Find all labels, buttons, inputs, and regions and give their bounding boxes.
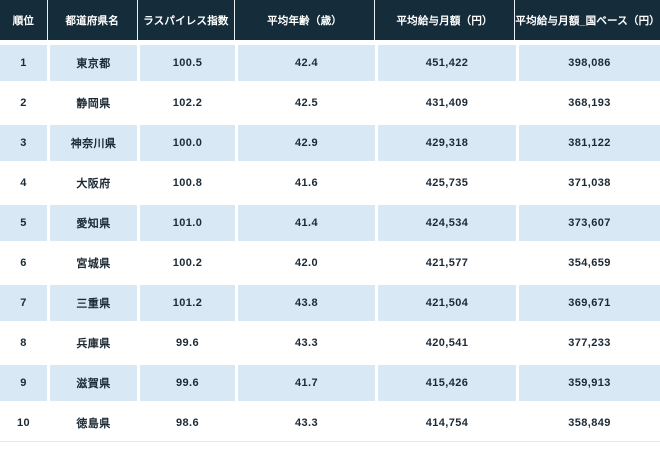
cell-average-monthly-salary-national-base: 368,193 <box>516 85 660 121</box>
column-header-average-monthly-salary: 平均給与月額（円） <box>373 0 515 40</box>
table-row: 10 徳島県 98.6 43.3 414,754 358,849 <box>0 405 660 441</box>
cell-average-monthly-salary-national-base: 381,122 <box>516 125 660 161</box>
cell-laspeyres-index: 98.6 <box>137 405 235 441</box>
cell-average-monthly-salary: 415,426 <box>375 365 516 401</box>
cell-average-age: 41.6 <box>235 165 375 201</box>
cell-average-monthly-salary: 431,409 <box>375 85 516 121</box>
cell-average-age: 41.4 <box>235 205 375 241</box>
cell-laspeyres-index: 100.5 <box>137 45 235 81</box>
cell-rank: 4 <box>0 165 47 201</box>
table-row: 1 東京都 100.5 42.4 451,422 398,086 <box>0 45 660 81</box>
cell-prefecture: 静岡県 <box>47 85 137 121</box>
table-row: 9 滋賀県 99.6 41.7 415,426 359,913 <box>0 365 660 401</box>
cell-laspeyres-index: 102.2 <box>137 85 235 121</box>
table-row: 5 愛知県 101.0 41.4 424,534 373,607 <box>0 205 660 241</box>
column-header-prefecture: 都道府県名 <box>46 0 137 40</box>
cell-average-monthly-salary: 420,541 <box>375 325 516 361</box>
cell-rank: 9 <box>0 365 47 401</box>
cell-rank: 2 <box>0 85 47 121</box>
column-header-laspeyres-index: ラスパイレス指数 <box>136 0 235 40</box>
cell-average-age: 42.5 <box>235 85 375 121</box>
cell-rank: 7 <box>0 285 47 321</box>
cell-laspeyres-index: 99.6 <box>137 365 235 401</box>
cell-average-monthly-salary-national-base: 359,913 <box>516 365 660 401</box>
column-header-average-monthly-salary-national-base: 平均給与月額_国ベース（円） <box>514 0 660 40</box>
cell-prefecture: 大阪府 <box>47 165 137 201</box>
cell-prefecture: 兵庫県 <box>47 325 137 361</box>
cell-average-monthly-salary-national-base: 369,671 <box>516 285 660 321</box>
cell-average-age: 43.8 <box>235 285 375 321</box>
cell-laspeyres-index: 100.0 <box>137 125 235 161</box>
cell-average-age: 43.3 <box>235 325 375 361</box>
cell-laspeyres-index: 99.6 <box>137 325 235 361</box>
cell-average-age: 43.3 <box>235 405 375 441</box>
cell-average-monthly-salary: 414,754 <box>375 405 516 441</box>
cell-average-monthly-salary: 425,735 <box>375 165 516 201</box>
cell-prefecture: 宮城県 <box>47 245 137 281</box>
table-row: 8 兵庫県 99.6 43.3 420,541 377,233 <box>0 325 660 361</box>
column-header-rank: 順位 <box>12 14 35 27</box>
cell-average-age: 41.7 <box>235 365 375 401</box>
cell-average-monthly-salary: 421,577 <box>375 245 516 281</box>
table-header-row: 順位 都道府県名 ラスパイレス指数 平均年齢（歳） 平均給与月額（円） 平均給与… <box>0 0 660 40</box>
cell-average-monthly-salary-national-base: 377,233 <box>516 325 660 361</box>
cell-average-monthly-salary: 424,534 <box>375 205 516 241</box>
table-body: 1 東京都 100.5 42.4 451,422 398,086 2 静岡県 102.2 42.5… <box>0 40 660 442</box>
cell-average-monthly-salary-national-base: 398,086 <box>516 45 660 81</box>
cell-prefecture: 徳島県 <box>47 405 137 441</box>
cell-rank: 5 <box>0 205 47 241</box>
cell-average-monthly-salary-national-base: 373,607 <box>516 205 660 241</box>
table-row: 4 大阪府 100.8 41.6 425,735 371,038 <box>0 165 660 201</box>
cell-average-monthly-salary: 451,422 <box>375 45 516 81</box>
table-row: 3 神奈川県 100.0 42.9 429,318 381,122 <box>0 125 660 161</box>
cell-rank: 10 <box>0 405 47 441</box>
cell-laspeyres-index: 101.2 <box>137 285 235 321</box>
column-header-average-age: 平均年齢（歳） <box>234 0 374 40</box>
cell-rank: 8 <box>0 325 47 361</box>
cell-rank: 1 <box>0 45 47 81</box>
cell-average-monthly-salary: 429,318 <box>375 125 516 161</box>
table-row: 6 宮城県 100.2 42.0 421,577 354,659 <box>0 245 660 281</box>
table-row: 7 三重県 101.2 43.8 421,504 369,671 <box>0 285 660 321</box>
cell-average-monthly-salary-national-base: 354,659 <box>516 245 660 281</box>
cell-rank: 6 <box>0 245 47 281</box>
cell-average-monthly-salary-national-base: 358,849 <box>516 405 660 441</box>
cell-prefecture: 東京都 <box>47 45 137 81</box>
table-row: 2 静岡県 102.2 42.5 431,409 368,193 <box>0 85 660 121</box>
cell-prefecture: 三重県 <box>47 285 137 321</box>
cell-prefecture: 滋賀県 <box>47 365 137 401</box>
cell-rank: 3 <box>0 125 47 161</box>
cell-prefecture: 愛知県 <box>47 205 137 241</box>
cell-prefecture: 神奈川県 <box>47 125 137 161</box>
cell-laspeyres-index: 100.8 <box>137 165 235 201</box>
cell-laspeyres-index: 100.2 <box>137 245 235 281</box>
cell-laspeyres-index: 101.0 <box>137 205 235 241</box>
cell-average-age: 42.0 <box>235 245 375 281</box>
cell-average-age: 42.4 <box>235 45 375 81</box>
cell-average-age: 42.9 <box>235 125 375 161</box>
cell-average-monthly-salary-national-base: 371,038 <box>516 165 660 201</box>
cell-average-monthly-salary: 421,504 <box>375 285 516 321</box>
